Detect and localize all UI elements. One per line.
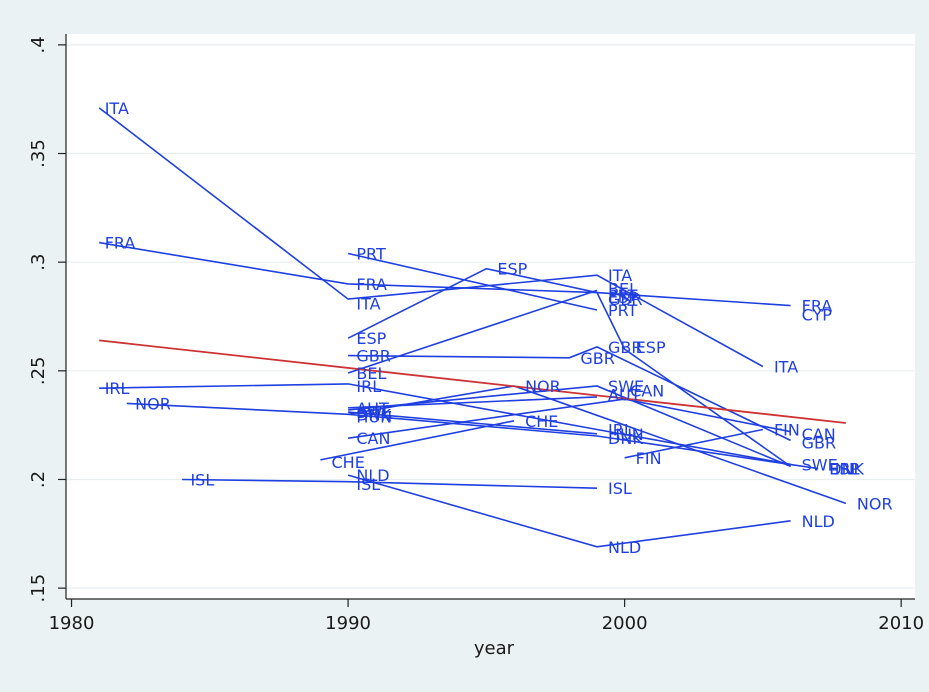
point-label: ITA bbox=[356, 294, 380, 313]
point-label: BEL bbox=[356, 364, 386, 383]
point-label: ESP bbox=[356, 329, 386, 348]
point-label: DNK bbox=[829, 460, 864, 479]
point-label: ESP bbox=[497, 260, 527, 279]
plot-area bbox=[66, 34, 915, 599]
fit-line bbox=[99, 339, 846, 424]
series-line-ita bbox=[98, 107, 764, 368]
series-line-fra bbox=[99, 241, 791, 307]
point-label: HUN bbox=[356, 407, 392, 426]
point-label: HUN bbox=[608, 425, 644, 444]
point-label: ESP bbox=[829, 460, 859, 479]
point-label: NOR bbox=[857, 494, 893, 513]
point-label: FRA bbox=[356, 275, 387, 294]
series-line-gbr bbox=[348, 346, 791, 442]
y-tick-label: .25 bbox=[28, 357, 49, 386]
point-label: AUT bbox=[608, 386, 641, 405]
point-label: IRL bbox=[356, 377, 381, 396]
point-label: FRA bbox=[802, 297, 833, 316]
x-tick-label: 2000 bbox=[602, 613, 648, 634]
point-label: NOR bbox=[525, 377, 561, 396]
series-lines bbox=[98, 107, 847, 548]
point-label: CAN bbox=[630, 381, 664, 400]
point-label: GBR bbox=[802, 434, 837, 453]
point-label: IRL bbox=[608, 421, 633, 440]
point-label: ITA bbox=[105, 99, 129, 118]
series-line-che bbox=[320, 420, 515, 461]
point-label: GBR bbox=[608, 338, 643, 357]
y-tick-label: .3 bbox=[28, 254, 49, 271]
point-label: ISL bbox=[190, 470, 214, 489]
point-label: GBR bbox=[356, 347, 391, 366]
point-label: ITA bbox=[774, 357, 798, 376]
point-label: NLD bbox=[356, 466, 389, 485]
point-label: DNK bbox=[356, 405, 391, 424]
x-tick-label: 1980 bbox=[49, 613, 95, 634]
x-tick-label: 2010 bbox=[878, 613, 924, 634]
point-label: IRL bbox=[835, 460, 860, 479]
point-label: BEL bbox=[608, 279, 638, 298]
y-tick-label: .2 bbox=[28, 471, 49, 488]
point-label: GBR bbox=[580, 349, 615, 368]
point-label: FRA bbox=[105, 234, 136, 253]
y-tick-label: .35 bbox=[28, 139, 49, 168]
series-line-prt bbox=[347, 252, 598, 311]
series-line-hun bbox=[348, 411, 598, 435]
point-label: FIN bbox=[636, 449, 662, 468]
series-line-nor bbox=[126, 385, 847, 505]
point-label: SWE bbox=[356, 403, 392, 422]
point-label: PRT bbox=[356, 244, 386, 263]
point-label: AUT bbox=[356, 399, 389, 418]
x-tick-label: 1990 bbox=[325, 613, 371, 634]
point-label: PRT bbox=[608, 301, 638, 320]
point-label: CAN bbox=[802, 425, 836, 444]
point-label: ESP bbox=[608, 288, 638, 307]
point-label: CAN bbox=[356, 429, 390, 448]
y-tick-label: .4 bbox=[28, 36, 49, 53]
point-label: PRT bbox=[608, 286, 638, 305]
point-label: GBR bbox=[608, 290, 643, 309]
point-label: DNK bbox=[608, 429, 643, 448]
point-label: SWE bbox=[608, 377, 644, 396]
point-label: FIN bbox=[774, 421, 800, 440]
series-line-swe bbox=[348, 385, 791, 468]
point-label: ISL bbox=[608, 479, 632, 498]
point-labels: ITAFRAIRLNORISLPRTFRAITAESPGBRBELIRLAUTS… bbox=[105, 99, 893, 557]
axes: .15 .2 .25 .3 .35 .4 1980 1990 2000 2010 bbox=[28, 34, 924, 634]
point-label: NOR bbox=[135, 394, 171, 413]
point-label: SWE bbox=[802, 455, 838, 474]
series-line-fin bbox=[624, 428, 764, 459]
series-line-isl bbox=[182, 478, 598, 489]
fit-line-layer bbox=[99, 339, 846, 424]
point-label: NLD bbox=[802, 512, 835, 531]
y-tick-label: .15 bbox=[28, 574, 49, 603]
point-label: ESP bbox=[636, 338, 666, 357]
point-label: IRL bbox=[105, 379, 130, 398]
series-line-esp bbox=[347, 267, 792, 468]
series-line-irl bbox=[99, 383, 791, 466]
point-label: ISL bbox=[356, 475, 380, 494]
point-label: CYP bbox=[802, 305, 833, 324]
x-axis-label: year bbox=[474, 638, 515, 659]
point-label: NLD bbox=[608, 538, 641, 557]
point-label: CHE bbox=[525, 412, 558, 431]
point-label: CHE bbox=[331, 453, 364, 472]
point-label: ITA bbox=[608, 266, 632, 285]
series-line-dnk bbox=[348, 413, 819, 470]
series-line-bel bbox=[347, 289, 598, 374]
series-line-nld bbox=[347, 474, 791, 548]
